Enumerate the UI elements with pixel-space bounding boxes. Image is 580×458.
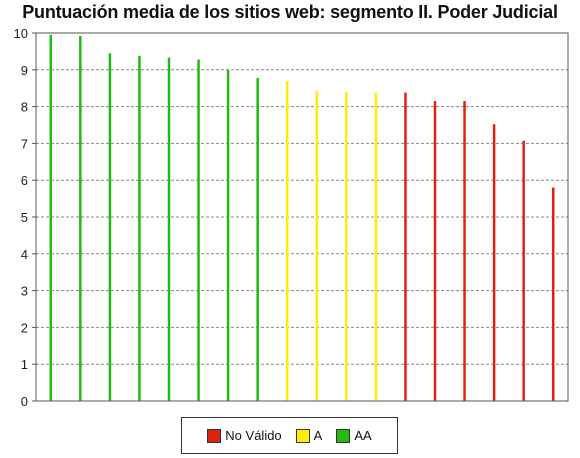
chart-legend: No Válido A AA — [181, 417, 398, 454]
legend-label: A — [313, 428, 323, 443]
y-tick-label: 6 — [21, 173, 28, 188]
legend-swatch — [336, 428, 351, 443]
legend-item: AA — [336, 428, 372, 443]
chart-title: Puntuación media de los sitios web: segm… — [22, 2, 558, 22]
bar — [167, 57, 171, 401]
legend-label: AA — [354, 428, 372, 443]
bar — [108, 53, 112, 402]
y-axis-ticks: 0 1 2 3 4 5 6 7 8 9 10 — [14, 26, 36, 409]
bar — [226, 69, 230, 402]
bar — [79, 35, 82, 401]
bar — [285, 80, 289, 401]
y-tick-label: 7 — [21, 136, 28, 151]
legend-item: No Válido — [207, 428, 282, 443]
legend-item: A — [295, 428, 323, 443]
bar — [138, 55, 141, 401]
bar — [492, 124, 496, 401]
legend-swatch — [207, 428, 222, 443]
legend-swatch — [295, 428, 310, 443]
plot-frame — [35, 32, 569, 402]
y-tick-label: 1 — [21, 357, 28, 372]
bar — [404, 92, 407, 402]
bar — [551, 187, 555, 401]
bar — [256, 77, 259, 402]
y-tick-label: 8 — [21, 100, 28, 115]
bar — [49, 34, 53, 402]
y-tick-label: 0 — [21, 394, 28, 409]
y-tick-label: 4 — [21, 247, 28, 262]
bar — [374, 92, 378, 402]
legend-label: No Válido — [225, 428, 282, 443]
bar — [197, 59, 200, 401]
y-tick-label: 2 — [21, 320, 28, 335]
y-tick-label: 9 — [21, 63, 28, 78]
bars — [49, 34, 555, 402]
bar — [522, 140, 525, 401]
y-tick-label: 3 — [21, 284, 28, 299]
y-tick-label: 10 — [14, 26, 28, 41]
bar — [433, 101, 437, 401]
bar — [463, 101, 466, 401]
bar — [315, 91, 319, 401]
bar — [345, 91, 348, 401]
y-tick-label: 5 — [21, 210, 28, 225]
